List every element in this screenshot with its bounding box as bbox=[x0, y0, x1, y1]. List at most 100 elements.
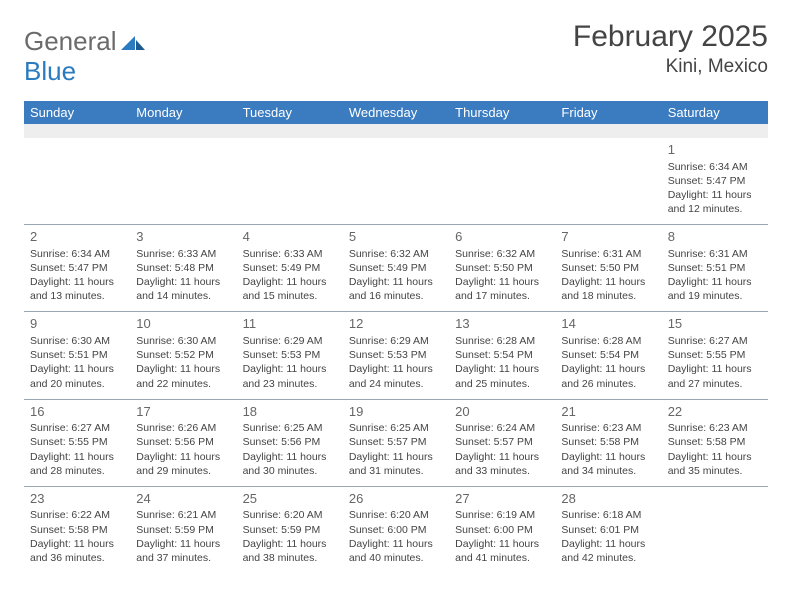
sunset-text: Sunset: 5:52 PM bbox=[136, 348, 230, 362]
sunrise-text: Sunrise: 6:28 AM bbox=[455, 334, 549, 348]
daylight-text: Daylight: 11 hours and 37 minutes. bbox=[136, 537, 230, 565]
sunrise-text: Sunrise: 6:27 AM bbox=[668, 334, 762, 348]
sunrise-text: Sunrise: 6:25 AM bbox=[243, 421, 337, 435]
day-cell: 19Sunrise: 6:25 AMSunset: 5:57 PMDayligh… bbox=[343, 400, 449, 486]
day-number: 15 bbox=[668, 315, 762, 333]
week-row: 23Sunrise: 6:22 AMSunset: 5:58 PM Dayligh… bbox=[24, 487, 768, 573]
daylight-text: Daylight: 11 hours and 15 minutes. bbox=[243, 275, 337, 303]
sunrise-text: Sunrise: 6:33 AM bbox=[136, 247, 230, 261]
daylight-text: Daylight: 11 hours and 38 minutes. bbox=[243, 537, 337, 565]
day-cell: 10Sunrise: 6:30 AMSunset: 5:52 PMDayligh… bbox=[130, 312, 236, 398]
day-number: 21 bbox=[561, 403, 655, 421]
day-number: 22 bbox=[668, 403, 762, 421]
daylight-text: Daylight: 11 hours and 24 minutes. bbox=[349, 362, 443, 390]
day-number: 20 bbox=[455, 403, 549, 421]
daylight-text: Daylight: 11 hours and 13 minutes. bbox=[30, 275, 124, 303]
month-title: February 2025 bbox=[573, 20, 768, 54]
sunset-text: Sunset: 5:53 PM bbox=[349, 348, 443, 362]
week-row: 16Sunrise: 6:27 AMSunset: 5:55 PM Dayligh… bbox=[24, 400, 768, 487]
day-number: 16 bbox=[30, 403, 124, 421]
sunrise-text: Sunrise: 6:27 AM bbox=[30, 421, 124, 435]
day-number: 3 bbox=[136, 228, 230, 246]
day-cell: 18Sunrise: 6:25 AMSunset: 5:56 PMDayligh… bbox=[237, 400, 343, 486]
daylight-text: Daylight: 11 hours and 16 minutes. bbox=[349, 275, 443, 303]
sunrise-text: Sunrise: 6:22 AM bbox=[30, 508, 124, 522]
day-cell: 11Sunrise: 6:29 AMSunset: 5:53 PMDayligh… bbox=[237, 312, 343, 398]
sunset-text: Sunset: 5:56 PM bbox=[243, 435, 337, 449]
sunrise-text: Sunrise: 6:34 AM bbox=[30, 247, 124, 261]
day-number: 26 bbox=[349, 490, 443, 508]
day-header-fri: Friday bbox=[555, 101, 661, 124]
sunset-text: Sunset: 5:49 PM bbox=[349, 261, 443, 275]
sunrise-text: Sunrise: 6:25 AM bbox=[349, 421, 443, 435]
day-number: 8 bbox=[668, 228, 762, 246]
daylight-text: Daylight: 11 hours and 20 minutes. bbox=[30, 362, 124, 390]
daylight-text: Daylight: 11 hours and 42 minutes. bbox=[561, 537, 655, 565]
day-cell: 21Sunrise: 6:23 AMSunset: 5:58 PMDayligh… bbox=[555, 400, 661, 486]
daylight-text: Daylight: 11 hours and 22 minutes. bbox=[136, 362, 230, 390]
daylight-text: Daylight: 11 hours and 23 minutes. bbox=[243, 362, 337, 390]
day-number: 6 bbox=[455, 228, 549, 246]
day-number: 5 bbox=[349, 228, 443, 246]
day-cell: 24Sunrise: 6:21 AMSunset: 5:59 PMDayligh… bbox=[130, 487, 236, 573]
sunset-text: Sunset: 5:58 PM bbox=[30, 523, 124, 537]
sunrise-text: Sunrise: 6:20 AM bbox=[243, 508, 337, 522]
day-cell: 25Sunrise: 6:20 AMSunset: 5:59 PMDayligh… bbox=[237, 487, 343, 573]
sunrise-text: Sunrise: 6:33 AM bbox=[243, 247, 337, 261]
sunset-text: Sunset: 6:00 PM bbox=[455, 523, 549, 537]
day-number: 7 bbox=[561, 228, 655, 246]
daylight-text: Daylight: 11 hours and 40 minutes. bbox=[349, 537, 443, 565]
day-number: 18 bbox=[243, 403, 337, 421]
day-number: 24 bbox=[136, 490, 230, 508]
day-number: 28 bbox=[561, 490, 655, 508]
day-header-sun: Sunday bbox=[24, 101, 130, 124]
day-cell: 27Sunrise: 6:19 AMSunset: 6:00 PMDayligh… bbox=[449, 487, 555, 573]
sunrise-text: Sunrise: 6:29 AM bbox=[243, 334, 337, 348]
day-cell: 26Sunrise: 6:20 AMSunset: 6:00 PMDayligh… bbox=[343, 487, 449, 573]
sunrise-text: Sunrise: 6:20 AM bbox=[349, 508, 443, 522]
sunset-text: Sunset: 5:49 PM bbox=[243, 261, 337, 275]
spacer-row bbox=[24, 124, 768, 138]
daylight-text: Daylight: 11 hours and 30 minutes. bbox=[243, 450, 337, 478]
daylight-text: Daylight: 11 hours and 19 minutes. bbox=[668, 275, 762, 303]
day-number: 19 bbox=[349, 403, 443, 421]
sunrise-text: Sunrise: 6:30 AM bbox=[136, 334, 230, 348]
day-cell: 2Sunrise: 6:34 AMSunset: 5:47 PMDaylight… bbox=[24, 225, 130, 311]
daylight-text: Daylight: 11 hours and 25 minutes. bbox=[455, 362, 549, 390]
day-cell: 9Sunrise: 6:30 AMSunset: 5:51 PMDaylight… bbox=[24, 312, 130, 398]
sunset-text: Sunset: 5:55 PM bbox=[30, 435, 124, 449]
day-number: 17 bbox=[136, 403, 230, 421]
day-cell bbox=[555, 138, 661, 224]
sunset-text: Sunset: 6:00 PM bbox=[349, 523, 443, 537]
daylight-text: Daylight: 11 hours and 26 minutes. bbox=[561, 362, 655, 390]
sunrise-text: Sunrise: 6:34 AM bbox=[668, 160, 762, 174]
calendar: Sunday Monday Tuesday Wednesday Thursday… bbox=[24, 101, 768, 573]
day-cell bbox=[343, 138, 449, 224]
day-number: 25 bbox=[243, 490, 337, 508]
sunrise-text: Sunrise: 6:32 AM bbox=[349, 247, 443, 261]
title-block: February 2025 Kini, Mexico bbox=[573, 20, 768, 78]
sunrise-text: Sunrise: 6:29 AM bbox=[349, 334, 443, 348]
daylight-text: Daylight: 11 hours and 12 minutes. bbox=[668, 188, 762, 216]
day-cell: 3Sunrise: 6:33 AMSunset: 5:48 PMDaylight… bbox=[130, 225, 236, 311]
day-number: 23 bbox=[30, 490, 124, 508]
day-cell: 13Sunrise: 6:28 AMSunset: 5:54 PMDayligh… bbox=[449, 312, 555, 398]
daylight-text: Daylight: 11 hours and 27 minutes. bbox=[668, 362, 762, 390]
day-cell: 7Sunrise: 6:31 AMSunset: 5:50 PMDaylight… bbox=[555, 225, 661, 311]
daylight-text: Daylight: 11 hours and 34 minutes. bbox=[561, 450, 655, 478]
day-cell: 1Sunrise: 6:34 AMSunset: 5:47 PMDaylight… bbox=[662, 138, 768, 224]
logo-text-general: General bbox=[24, 26, 117, 57]
day-cell: 5Sunrise: 6:32 AMSunset: 5:49 PMDaylight… bbox=[343, 225, 449, 311]
sunrise-text: Sunrise: 6:18 AM bbox=[561, 508, 655, 522]
sunset-text: Sunset: 5:59 PM bbox=[243, 523, 337, 537]
week-row: 9Sunrise: 6:30 AMSunset: 5:51 PMDaylight… bbox=[24, 312, 768, 399]
day-cell: 14Sunrise: 6:28 AMSunset: 5:54 PMDayligh… bbox=[555, 312, 661, 398]
daylight-text: Daylight: 11 hours and 14 minutes. bbox=[136, 275, 230, 303]
logo-triangle-icon bbox=[121, 34, 145, 52]
daylight-text: Daylight: 11 hours and 41 minutes. bbox=[455, 537, 549, 565]
week-row: 1Sunrise: 6:34 AMSunset: 5:47 PMDaylight… bbox=[24, 138, 768, 225]
day-cell bbox=[24, 138, 130, 224]
day-number: 10 bbox=[136, 315, 230, 333]
sunset-text: Sunset: 5:47 PM bbox=[668, 174, 762, 188]
day-number: 4 bbox=[243, 228, 337, 246]
